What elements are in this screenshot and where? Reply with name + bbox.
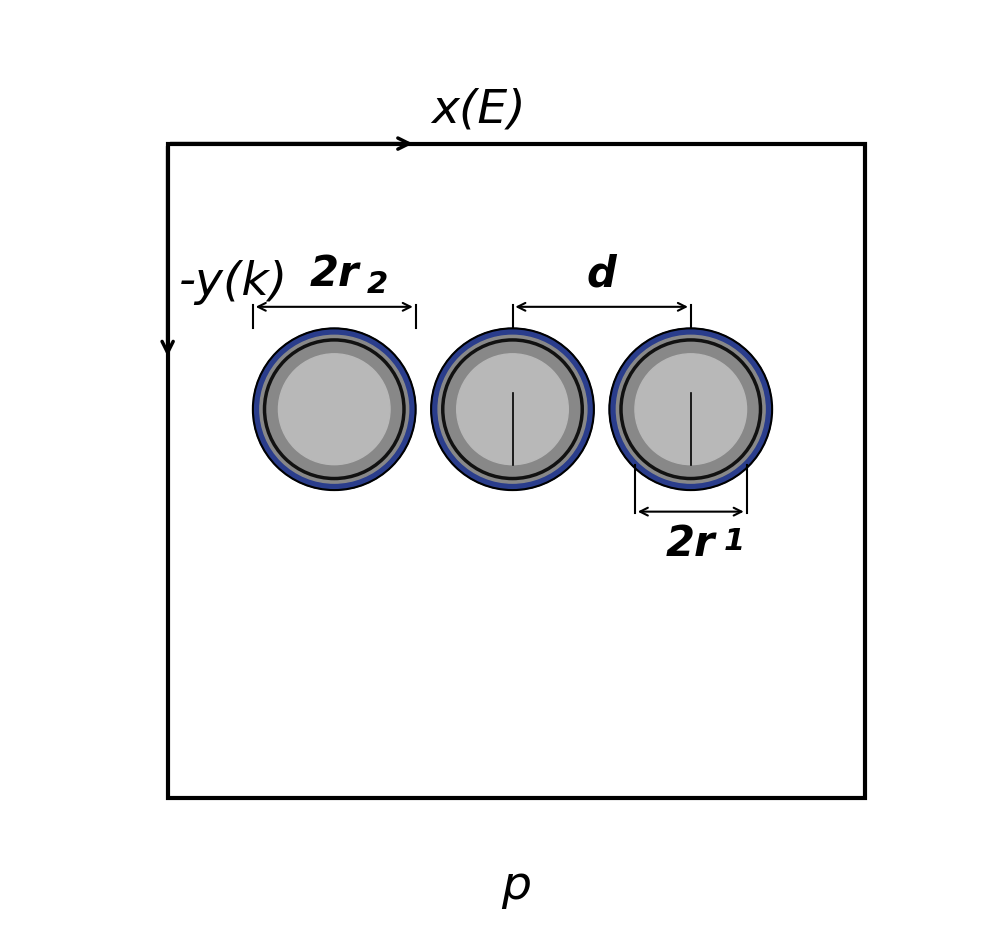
Text: 1: 1	[723, 527, 745, 556]
Text: 2r: 2r	[310, 253, 359, 296]
Text: p: p	[501, 864, 531, 908]
Circle shape	[260, 336, 409, 483]
Circle shape	[635, 354, 747, 464]
Circle shape	[278, 354, 390, 464]
Text: 2r: 2r	[666, 523, 716, 565]
Circle shape	[609, 328, 772, 490]
Text: -y(k): -y(k)	[179, 260, 288, 305]
Text: x(E): x(E)	[431, 87, 526, 132]
Circle shape	[457, 354, 568, 464]
Circle shape	[438, 336, 587, 483]
Circle shape	[253, 328, 416, 490]
Text: d: d	[587, 253, 616, 296]
Circle shape	[616, 336, 765, 483]
Text: 2: 2	[367, 270, 388, 299]
Circle shape	[431, 328, 594, 490]
